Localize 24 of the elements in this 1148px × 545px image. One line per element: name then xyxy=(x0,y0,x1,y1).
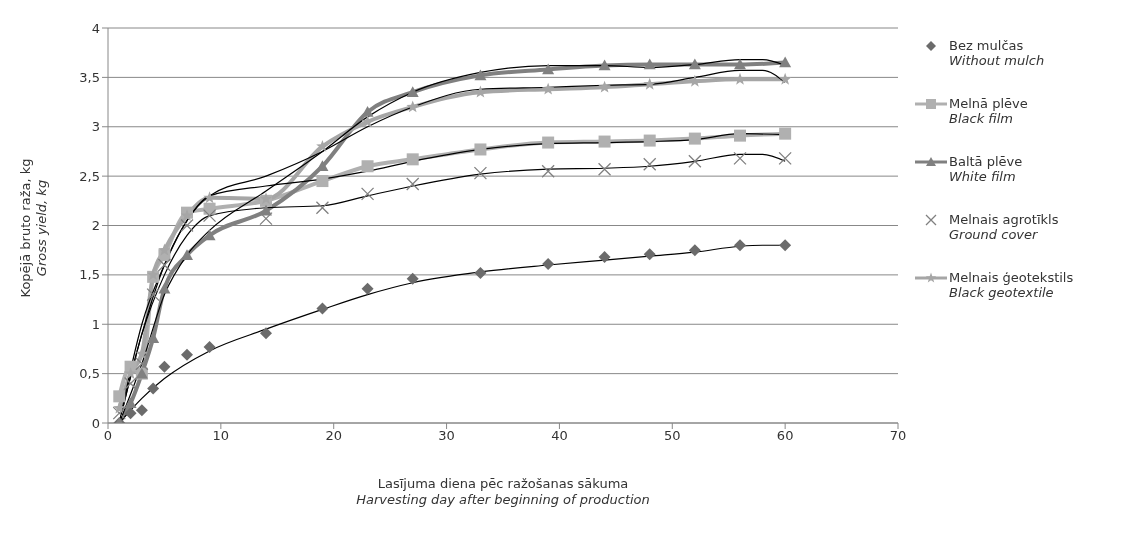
x-tick-label: 50 xyxy=(664,428,681,444)
legend-label: Melnais ģeotekstils Black geotextile xyxy=(949,270,1074,300)
x-tick-label: 70 xyxy=(889,428,907,444)
legend-label: Bez mulčas Without mulch xyxy=(949,38,1045,68)
legend-label: Melnā plēve Black film xyxy=(949,96,1028,126)
legend-label: Melnais agrotīkls Ground cover xyxy=(949,212,1059,242)
x-axis-title: Lasījuma diena pēc ražošanas sākuma Harvesting day after beginning of production xyxy=(356,476,650,507)
y-tick-label: 4 xyxy=(91,20,100,36)
y-tick-label: 3,5 xyxy=(79,69,100,85)
y-tick-label: 0 xyxy=(91,415,100,431)
y-tick-label: 2,5 xyxy=(79,168,100,184)
y-tick-label: 0,5 xyxy=(79,366,100,382)
y-tick-label: 1 xyxy=(91,316,100,332)
y-tick-label: 1,5 xyxy=(79,267,100,283)
x-tick-label: 0 xyxy=(103,428,113,444)
x-tick-label: 40 xyxy=(551,428,568,444)
x-tick-label: 20 xyxy=(325,428,342,444)
x-tick-label: 30 xyxy=(438,428,455,444)
y-axis-title: Kopējā bruto raža, kg Gross yield, kg xyxy=(18,158,49,298)
y-tick-label: 2 xyxy=(91,218,100,234)
legend-label: Baltā plēve White film xyxy=(949,154,1023,184)
y-tick-label: 3 xyxy=(91,119,100,135)
x-tick-label: 60 xyxy=(776,428,794,444)
x-tick-label: 10 xyxy=(212,428,230,444)
